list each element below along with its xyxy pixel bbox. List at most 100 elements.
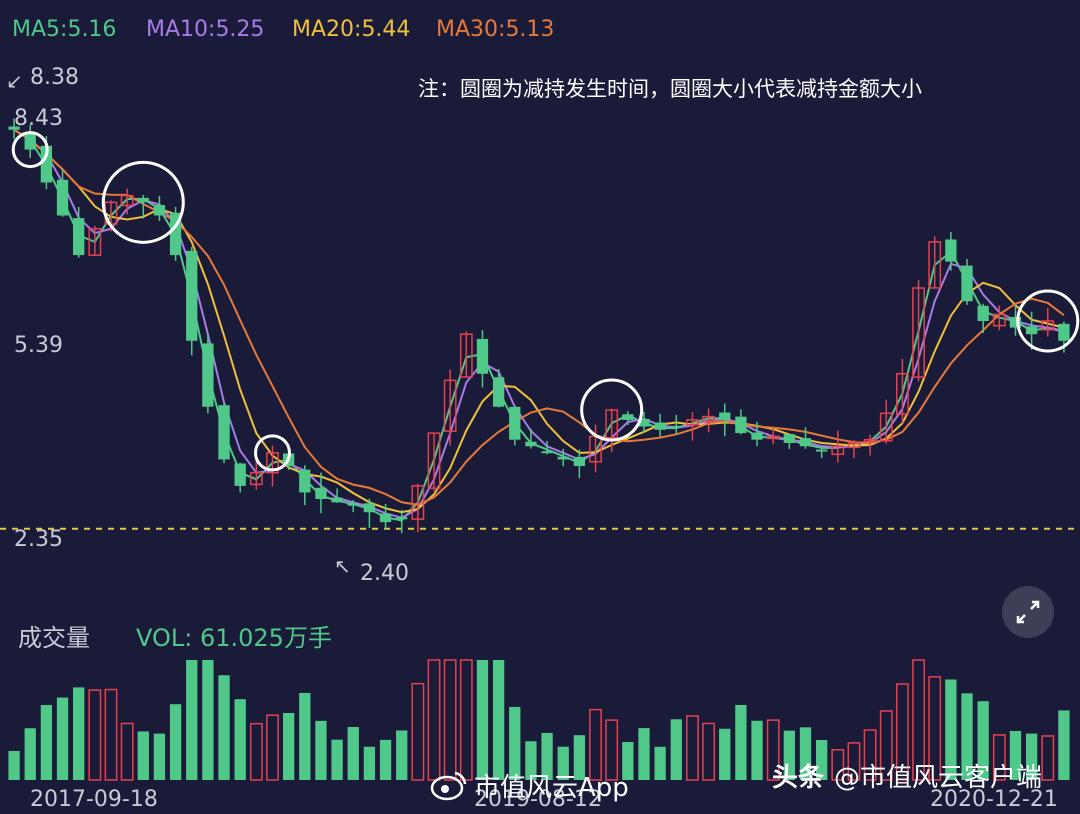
volume-bar [186,660,198,780]
volume-bar [509,706,521,780]
volume-bar [961,693,973,780]
volume-bar [702,722,715,781]
date-label-mid: 2019-08-12 [474,787,602,812]
volume-bar [363,746,376,780]
candle-body [411,485,425,520]
candle-body [670,425,682,428]
volume-bar [1009,730,1022,780]
volume-bar [266,714,279,781]
legend-ma20: MA20:5.44 [292,17,410,42]
chart-note: 注：圆圈为减持发生时间，圆圈大小代表减持金额大小 [418,77,922,101]
reduction-circle [101,160,185,244]
candle-body [8,126,20,130]
candle-body [218,405,230,460]
volume-bar [492,660,505,780]
candle-body [427,432,441,489]
volume-bar [992,734,1006,781]
volume-bar [863,729,877,781]
candle-body [977,305,989,321]
volume-bar [249,722,263,781]
volume-bar [104,688,118,781]
expand-button[interactable] [1002,586,1054,638]
candle-body [863,438,877,443]
volume-bar [427,659,441,781]
candle-body [234,463,246,486]
candle-body [266,452,279,474]
candle-body [120,194,134,207]
candle-body [299,469,311,493]
candle-body [945,239,957,262]
candle-body [396,517,408,520]
candle-body [379,513,392,523]
volume-bar [831,749,845,781]
candle-body [541,451,553,454]
volume-bar [443,659,457,781]
candle-body [719,412,731,420]
price-label-top: 8.43 [14,106,63,131]
volume-bar [379,739,392,780]
volume-bar [331,739,343,780]
price-label-mid: 5.39 [14,333,63,358]
candle-body [509,406,521,440]
volume-bar [282,712,295,780]
candle-body [815,449,828,452]
volume-bar [1058,710,1070,780]
volume-bar [799,727,812,780]
toutiao-watermark-prefix: 头条 [772,763,825,793]
volume-bar [654,746,666,780]
volume-bar [24,728,36,780]
volume-bar [88,689,102,781]
candle-body [735,416,747,434]
volume-bar [299,692,311,780]
candle-body [315,487,327,500]
candle-body [992,313,1006,327]
volume-bar [573,735,586,780]
volume-bar [815,739,828,780]
volume-bar [8,750,20,780]
candle-body [40,145,53,183]
volume-bar [847,742,861,781]
candle-body [912,287,925,378]
candle-body [73,218,85,256]
volume-bar [783,730,796,780]
volume-bar [686,715,699,781]
candle-body [622,414,634,420]
price-label-low: 2.35 [14,527,63,552]
candle-body [347,503,359,506]
candle-body [654,422,666,430]
date-label-start: 2017-09-18 [30,787,158,812]
high-arrow-icon: ↙ [6,69,23,93]
volume-bars [8,659,1070,781]
candle-body [1041,320,1055,331]
volume-bar [751,720,763,780]
volume-bar [234,699,246,780]
volume-bar [347,726,359,780]
candle-body [766,435,780,440]
candle-body [573,456,586,467]
candle-body [557,456,569,460]
volume-bar [928,676,942,781]
candle-body [24,132,36,150]
candle-body [363,503,376,513]
reduction-circles [11,131,1080,472]
volume-bar [476,660,489,780]
volume-bar [1025,733,1038,780]
volume-bar [945,679,957,780]
ma20-line [13,128,1065,514]
candle-body [153,204,166,216]
volume-bar [120,722,134,781]
expand-icon [1016,600,1040,624]
candle-body [1025,326,1038,335]
legend-ma30: MA30:5.13 [436,17,554,42]
volume-bar [218,675,230,780]
volume-bar [879,710,893,781]
candle-body [638,418,650,427]
volume-bar [541,732,553,780]
high-value-label: 8.38 [30,65,79,90]
volume-bar [670,719,682,780]
volume-bar [912,659,925,781]
volume-bar [719,728,731,780]
volume-bar [169,704,182,780]
volume-bar [73,687,85,780]
